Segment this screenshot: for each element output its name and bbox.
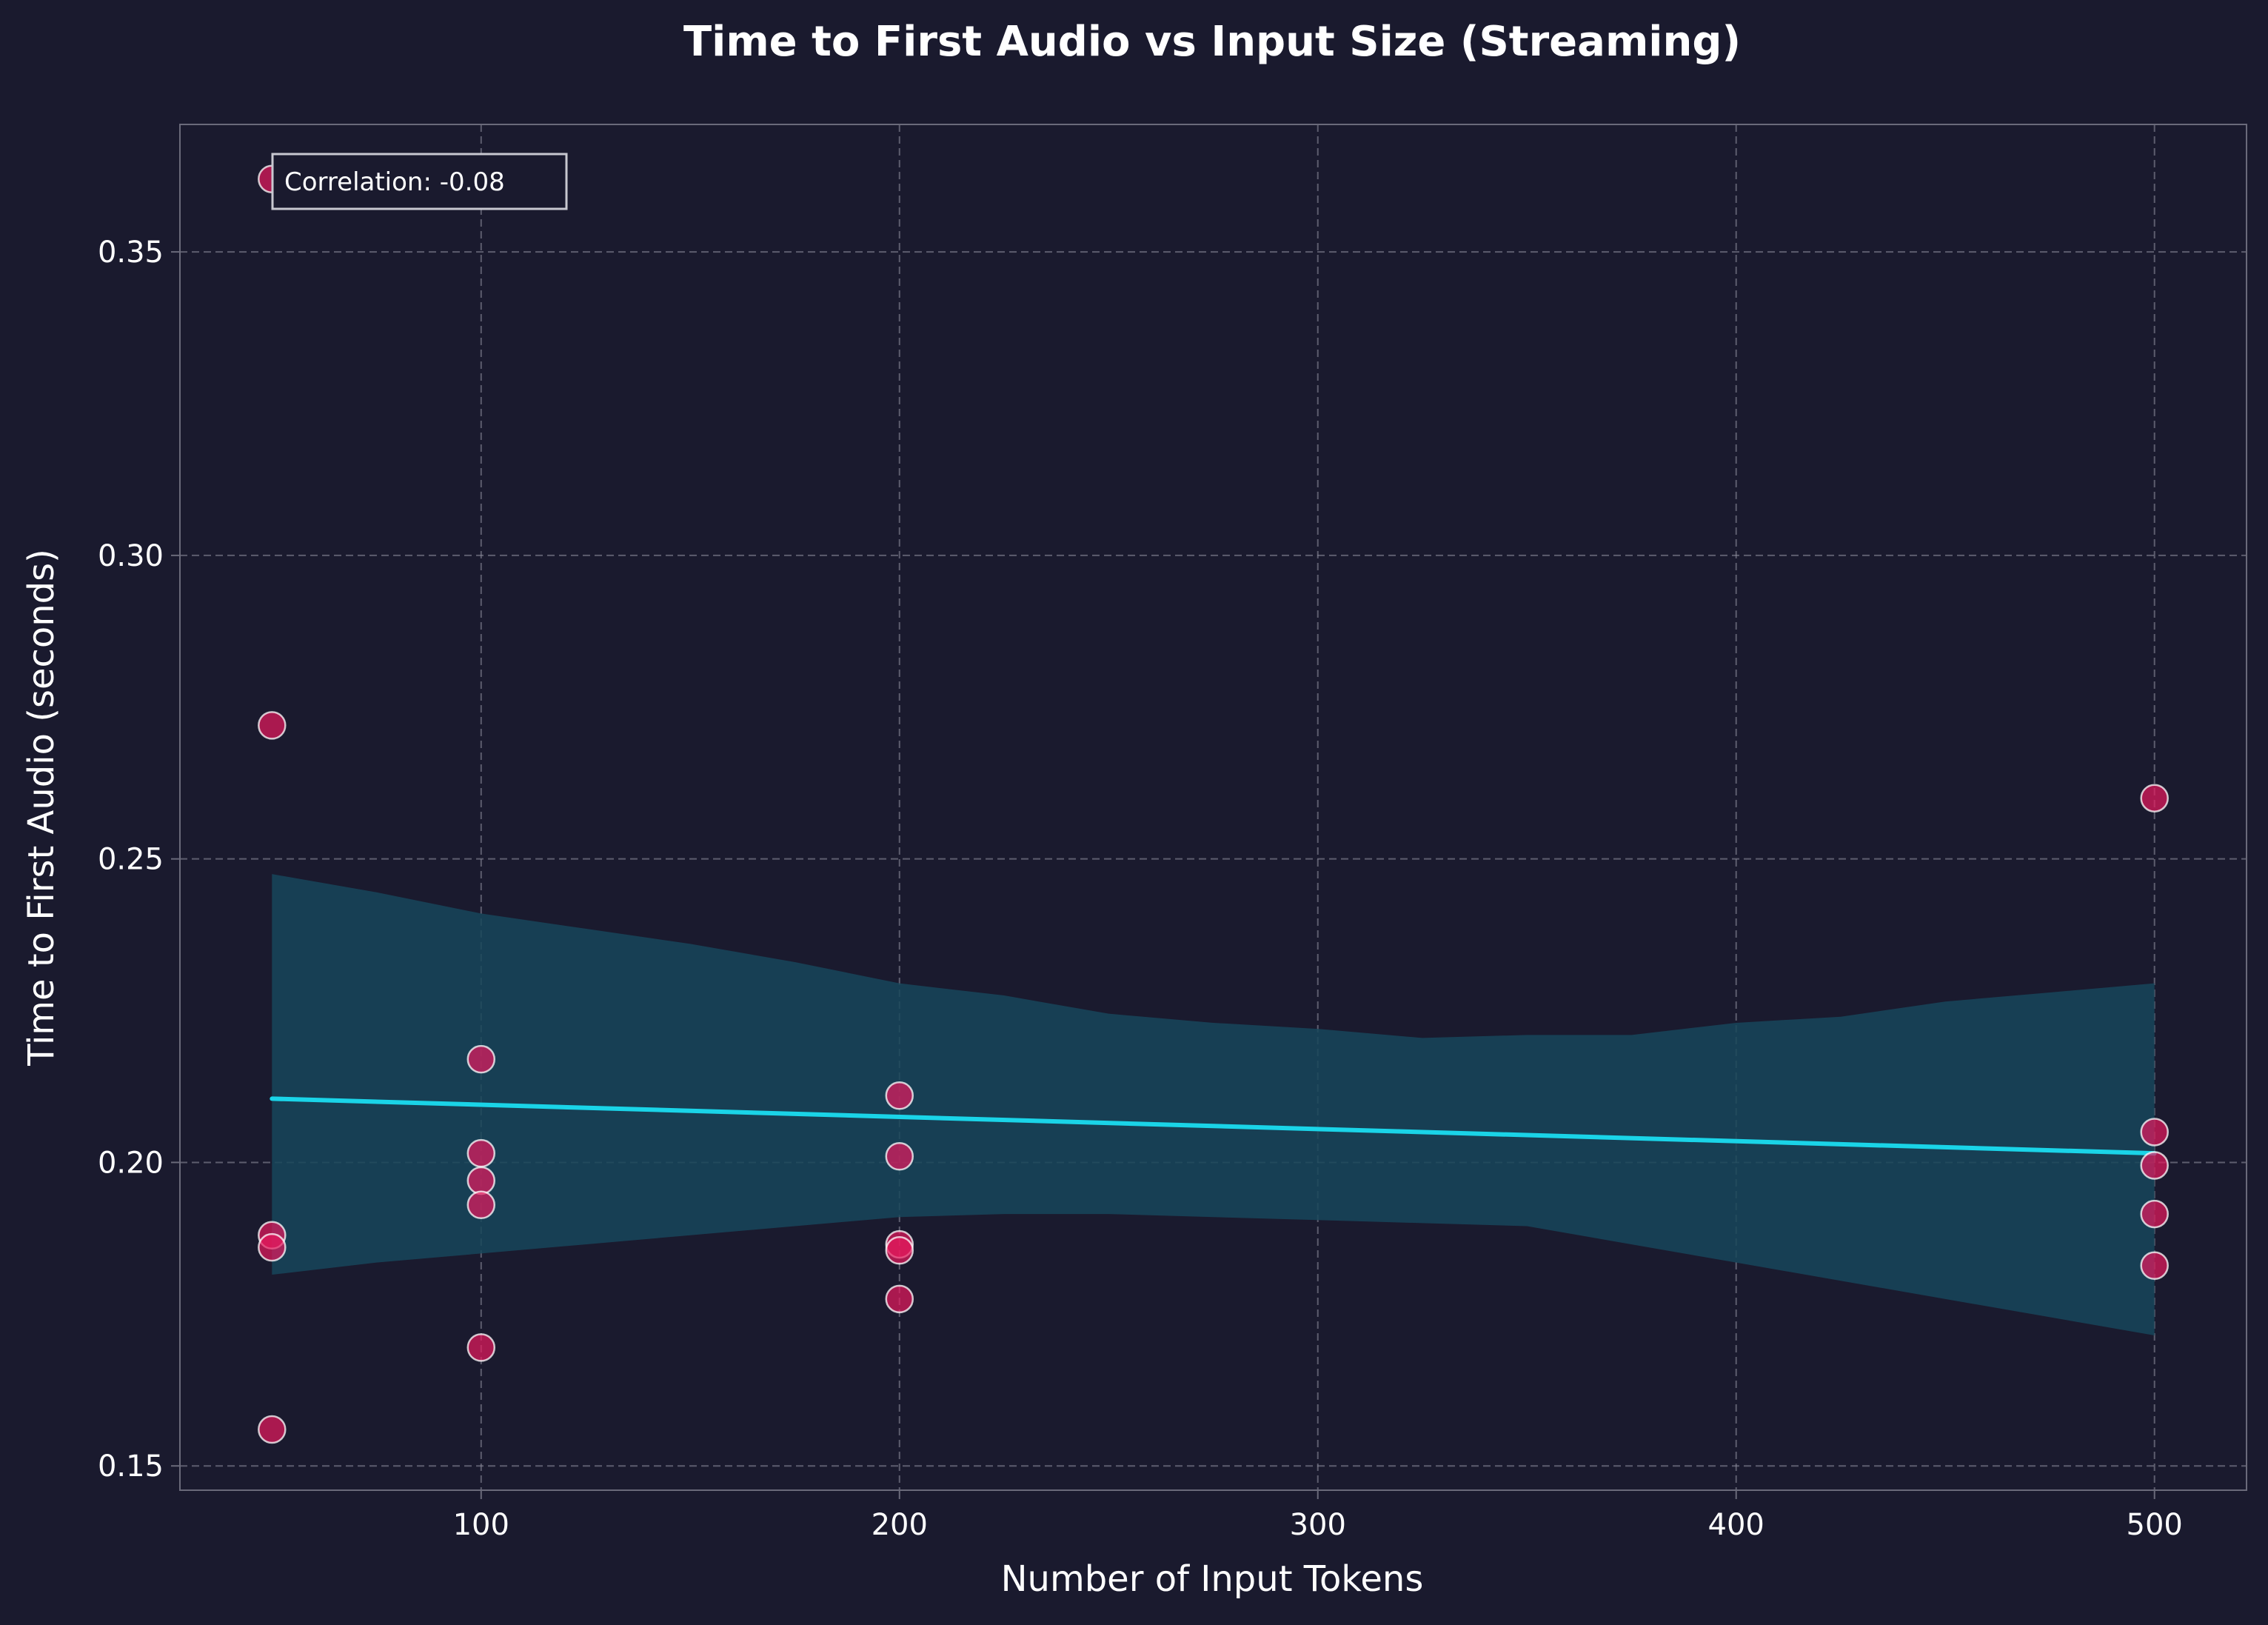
- data-point: [885, 1284, 914, 1314]
- data-point: [258, 711, 287, 740]
- data-point: [2140, 1199, 2169, 1229]
- correlation-annotation: Correlation: -0.08: [271, 153, 568, 210]
- confidence-band: [272, 874, 2155, 1336]
- confidence-band-layer: [272, 874, 2155, 1336]
- trend-line-layer: [270, 1096, 2157, 1156]
- data-point: [2140, 1151, 2169, 1180]
- regression-line: [270, 1096, 2157, 1156]
- data-point: [466, 1333, 496, 1362]
- y-tick-label: 0.20: [98, 1146, 164, 1180]
- data-point: [885, 1081, 914, 1110]
- data-point: [2140, 1251, 2169, 1281]
- data-point: [885, 1141, 914, 1171]
- y-tick-label: 0.35: [98, 236, 164, 270]
- chart-title: Time to First Audio vs Input Size (Strea…: [683, 18, 1741, 66]
- data-point: [466, 1044, 496, 1074]
- x-tick-label: 200: [872, 1508, 928, 1542]
- x-tick-label: 500: [2127, 1508, 2183, 1542]
- x-axis-ticks: 100 200 300 400 500: [453, 1490, 2183, 1542]
- annotation-text: Correlation: -0.08: [284, 167, 505, 197]
- data-point: [2140, 784, 2169, 812]
- x-axis-label: Number of Input Tokens: [1001, 1558, 1424, 1600]
- x-tick-label: 100: [453, 1508, 509, 1542]
- plot-frame: [179, 124, 2247, 1491]
- y-tick-label: 0.25: [98, 843, 164, 877]
- y-axis-label: Time to First Audio (seconds): [21, 549, 62, 1067]
- data-point: [2140, 1118, 2169, 1147]
- y-tick-label: 0.30: [98, 539, 164, 573]
- x-tick-label: 300: [1290, 1508, 1346, 1542]
- data-point: [885, 1236, 914, 1265]
- y-axis-ticks: 0.15 0.20 0.25 0.30 0.35: [98, 236, 180, 1484]
- data-point: [466, 1166, 496, 1195]
- data-point: [466, 1138, 496, 1168]
- data-point: [258, 1415, 287, 1444]
- data-point: [466, 1190, 496, 1220]
- data-point: [258, 1232, 287, 1262]
- x-tick-label: 400: [1708, 1508, 1764, 1542]
- annotation-box: [271, 153, 568, 210]
- y-tick-label: 0.15: [98, 1449, 164, 1484]
